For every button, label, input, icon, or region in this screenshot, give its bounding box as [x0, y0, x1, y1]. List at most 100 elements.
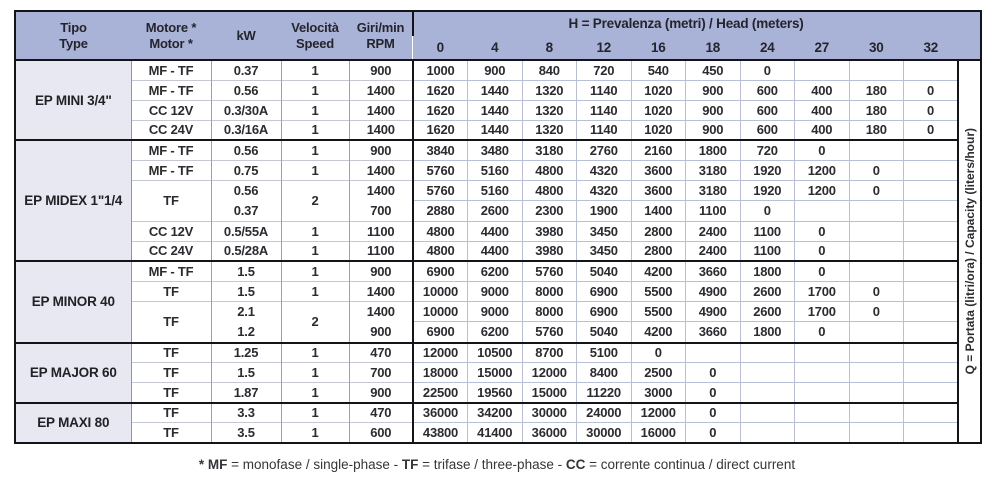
capacity-cell: 2160	[630, 139, 686, 160]
capacity-cell: 900	[685, 79, 740, 100]
pump-model-cell: EP MAXI 80	[15, 401, 132, 443]
capacity-cell	[903, 220, 959, 241]
capacity-cell: 1140	[576, 79, 631, 100]
head-symbol: H	[568, 16, 579, 32]
rpm-cell: 900	[349, 139, 414, 160]
footnote-cc: CC	[565, 456, 586, 472]
capacity-cell: 4900	[685, 280, 740, 301]
capacity-cell	[903, 382, 959, 403]
capacity-cell: 12000	[521, 362, 577, 383]
capacity-cell: 0	[630, 341, 686, 363]
capacity-cell: 4320	[576, 159, 631, 180]
pump-model-cell: EP MAJOR 60	[15, 341, 132, 403]
capacity-cell: 400	[794, 99, 849, 120]
capacity-cell: 1320	[521, 79, 577, 100]
capacity-cell: 8400	[576, 362, 631, 383]
column-header-rpm: Giri/min RPM	[349, 11, 413, 60]
capacity-cell	[739, 422, 795, 443]
motor-type-cell: MF - TF	[131, 139, 212, 160]
capacity-cell: 5500	[630, 280, 686, 301]
rpm-value: 900	[370, 323, 392, 339]
header-kw: kW	[236, 27, 256, 43]
capacity-cell	[685, 341, 740, 363]
kw-value: 0.37	[233, 202, 259, 218]
capacity-cell: 3450	[576, 220, 631, 241]
capacity-cell	[848, 321, 904, 343]
motor-type-cell: TF	[131, 280, 212, 301]
capacity-cell: 0	[794, 220, 849, 241]
capacity-cell: 4320	[576, 179, 631, 201]
capacity-cell: 3840	[412, 139, 468, 160]
capacity-cell: 0	[794, 139, 849, 160]
column-header-motore: Motore * Motor *	[131, 11, 211, 60]
rpm-value: 700	[370, 202, 392, 218]
capacity-cell: 30000	[576, 422, 631, 443]
capacity-cell	[739, 382, 795, 403]
capacity-cell: 16000	[630, 422, 686, 443]
rpm-cell: 470	[349, 401, 414, 423]
speed-cell: 1	[281, 79, 350, 100]
motor-type-cell: CC 24V	[131, 119, 212, 140]
capacity-cell: 180	[848, 79, 904, 100]
motor-type-cell: TF	[131, 422, 212, 443]
capacity-cell	[903, 321, 959, 343]
capacity-cell	[848, 240, 904, 261]
rpm-cell: 900	[349, 59, 414, 80]
capacity-cell: 3660	[685, 260, 740, 281]
kw-cell: 1.5	[211, 362, 282, 383]
capacity-cell: 3180	[685, 159, 740, 180]
head-value-12: 12	[576, 36, 631, 60]
capacity-cell: 5500	[630, 300, 686, 322]
capacity-cell: 400	[794, 119, 849, 140]
capacity-cell: 12000	[630, 401, 686, 423]
capacity-cell: 900	[685, 119, 740, 140]
capacity-cell	[903, 362, 959, 383]
header-tipo-en: Type	[59, 35, 88, 51]
capacity-cell: 0	[794, 321, 849, 343]
kw-cell: 0.3/30A	[211, 99, 282, 120]
speed-cell: 1	[281, 341, 350, 363]
capacity-cell: 6900	[412, 321, 468, 343]
capacity-cell: 1920	[739, 159, 795, 180]
speed-cell: 2	[281, 300, 350, 343]
capacity-cell: 400	[794, 79, 849, 100]
capacity-cell: 2400	[685, 240, 740, 261]
capacity-cell: 0	[903, 79, 959, 100]
kw-cell: 0.37	[211, 59, 282, 80]
kw-cell: 2.1 1.2	[211, 300, 282, 343]
capacity-cell: 0	[848, 300, 904, 322]
table-row: 2880 2600 2300 1900 1400 1100 0	[15, 200, 981, 221]
capacity-cell: 1140	[576, 99, 631, 120]
table-row: TF 1.5 1 700 18000 15000 12000 8400 2500 0	[15, 362, 981, 383]
capacity-cell: 2600	[467, 200, 522, 221]
capacity-cell: 8000	[521, 300, 577, 322]
rpm-value: 1400	[366, 182, 395, 198]
capacity-cell: 18000	[412, 362, 468, 383]
capacity-cell: 5760	[412, 179, 468, 201]
capacity-cell: 1700	[794, 300, 849, 322]
capacity-cell: 36000	[521, 422, 577, 443]
table-row: MF - TF 0.75 1 1400 5760 5160 4800 4320 3600 3180…	[15, 159, 981, 180]
table-row: TF 1.5 1 1400 10000 9000 8000 6900 5500 4900 2600 1…	[15, 280, 981, 301]
kw-cell: 0.56	[211, 79, 282, 100]
speed-cell: 1	[281, 382, 350, 403]
capacity-cell: 4800	[412, 240, 468, 261]
capacity-cell: 3600	[630, 159, 686, 180]
capacity-cell: 1400	[630, 200, 686, 221]
capacity-cell	[848, 260, 904, 281]
column-header-tipo: Tipo Type	[15, 11, 131, 60]
table-row: EP MINOR 40 MF - TF 1.5 1 900 6900 6200 5760 504…	[15, 260, 981, 343]
kw-cell: 3.3	[211, 401, 282, 423]
rpm-cell: 1400	[349, 99, 414, 120]
motor-type-cell: TF	[131, 382, 212, 403]
pump-model-cell: EP MINOR 40	[15, 260, 132, 343]
capacity-cell: 3660	[685, 321, 740, 343]
motor-type-cell: TF	[131, 341, 212, 363]
head-value-30: 30	[849, 36, 904, 60]
rpm-cell: 900	[349, 260, 414, 281]
capacity-cell: 1440	[467, 79, 522, 100]
capacity-cell: 5160	[467, 159, 522, 180]
capacity-cell: 5040	[576, 321, 631, 343]
table-row: MF - TF 0.56 1 1400 1620 1440 1320 1140 1020 900 6…	[15, 79, 981, 100]
q-symbol: Q	[962, 365, 977, 375]
